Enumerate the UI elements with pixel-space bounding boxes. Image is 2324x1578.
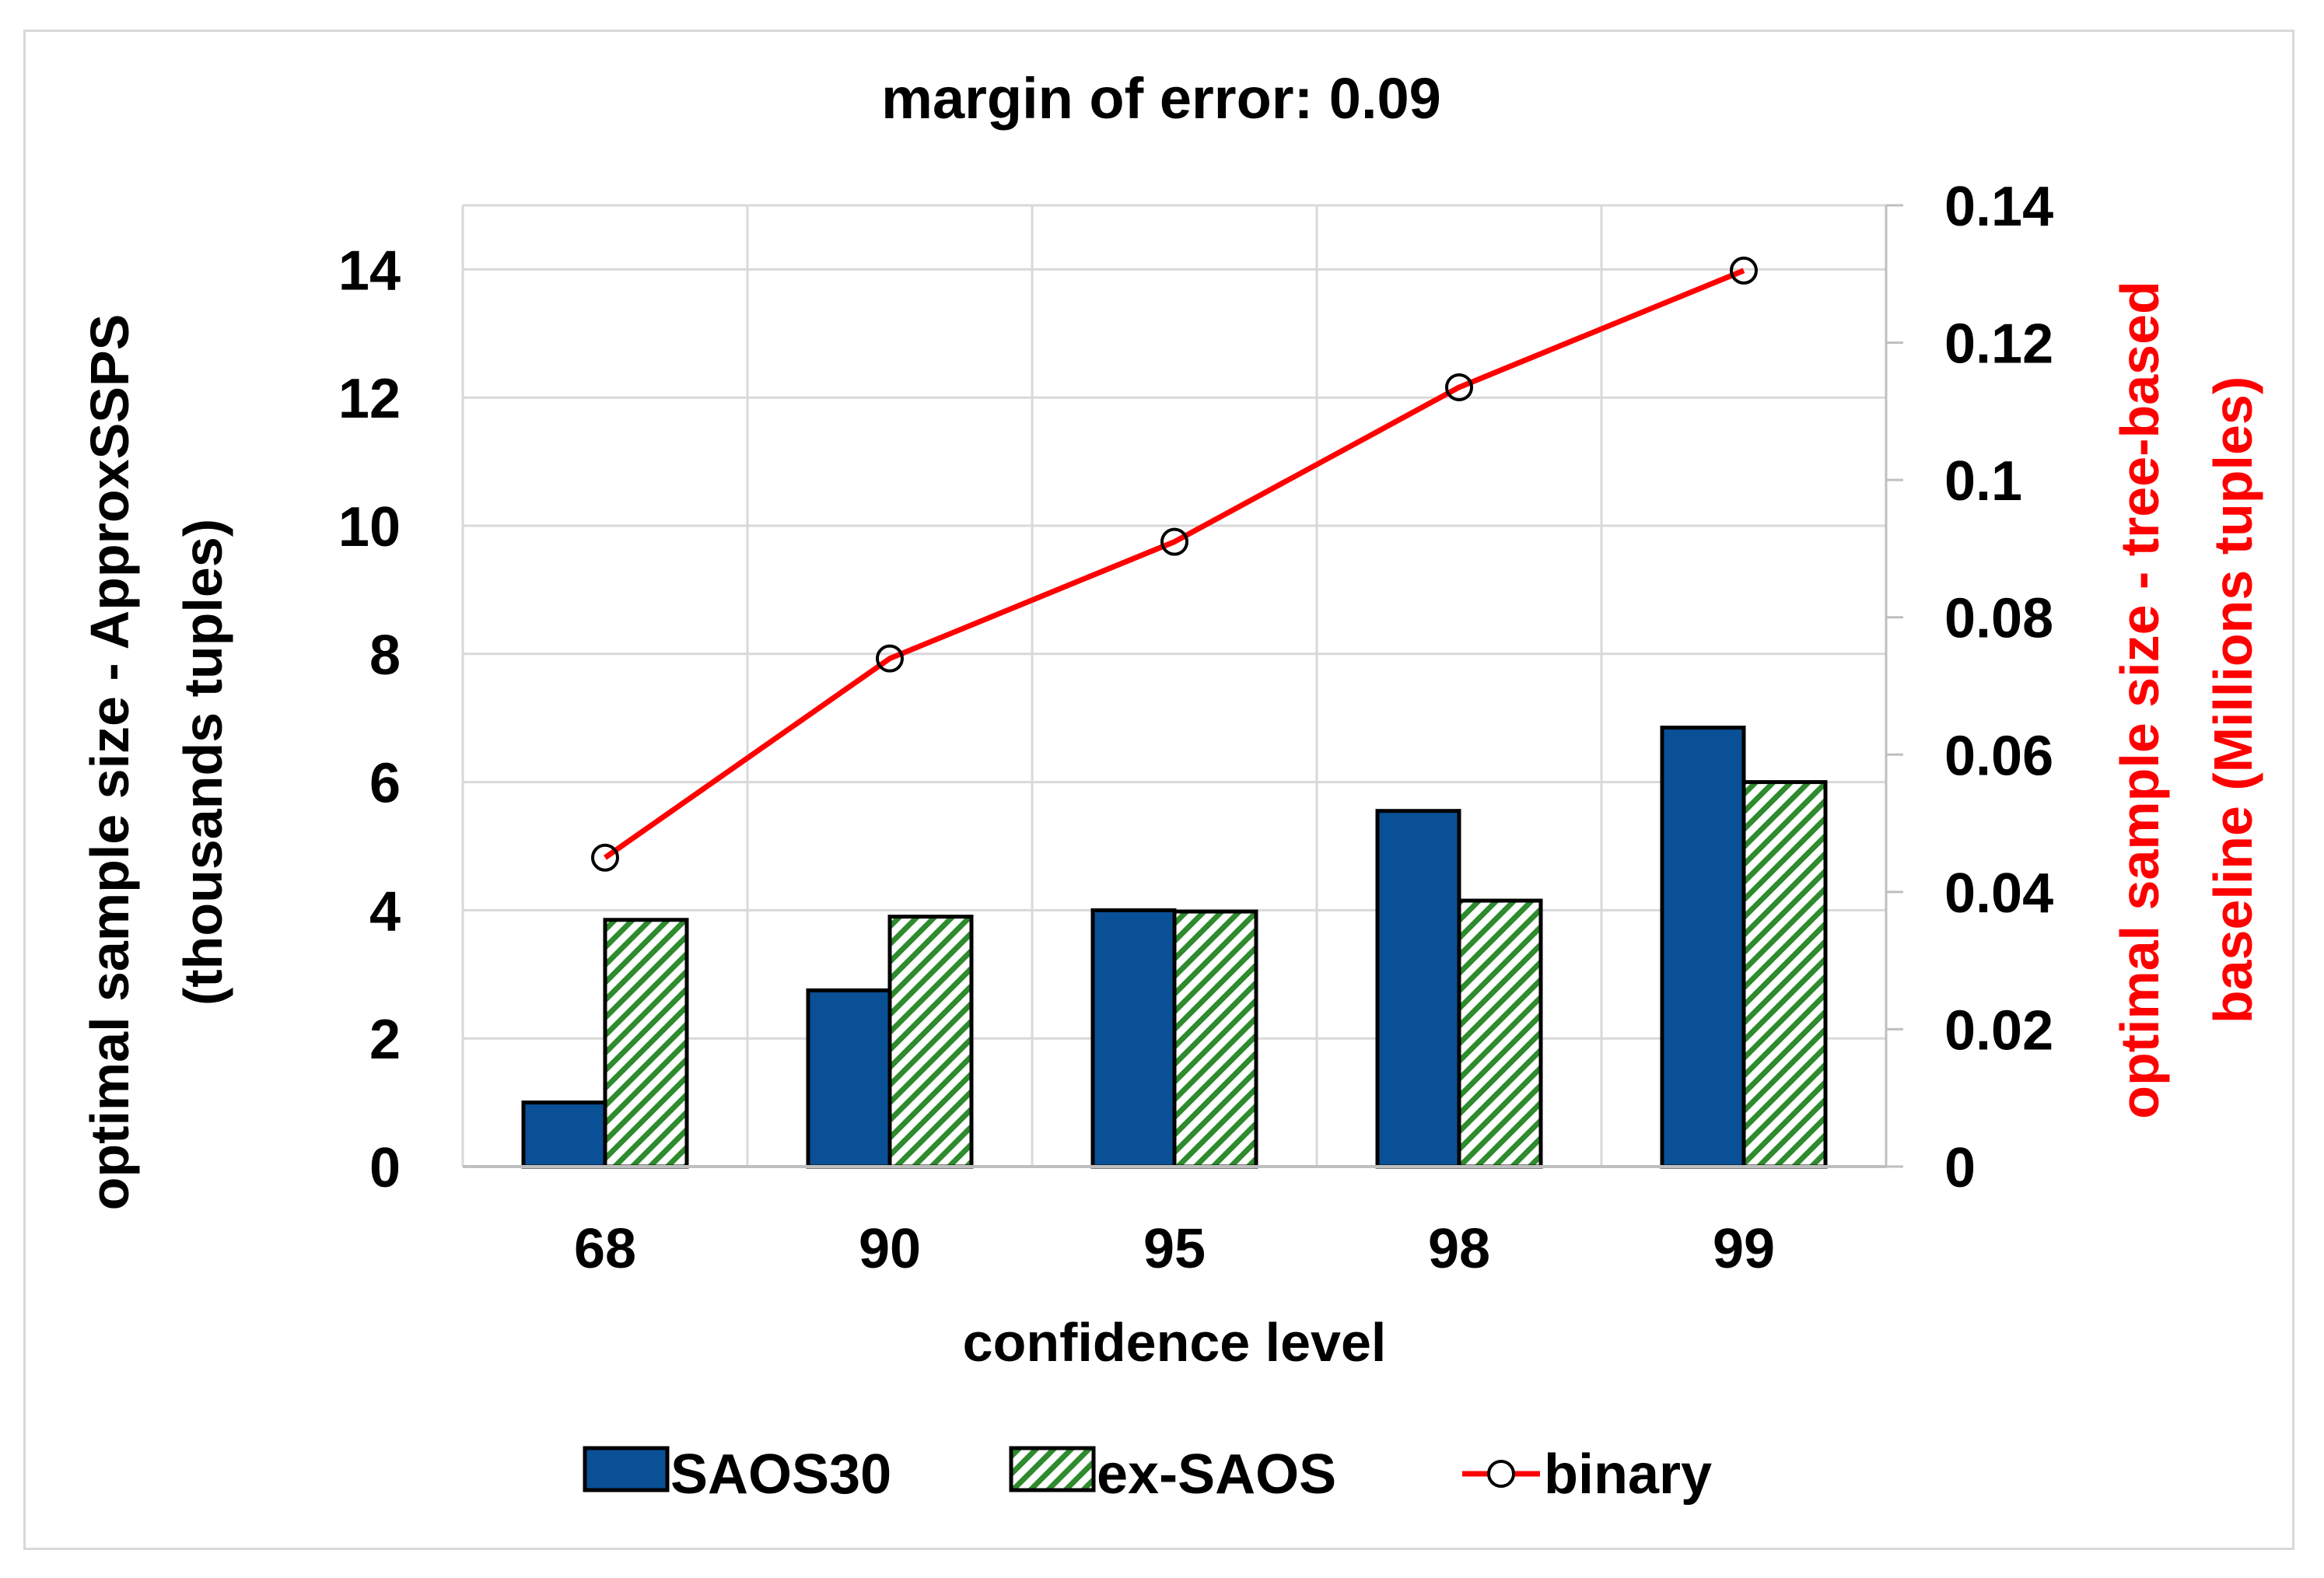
- point-binary-68: [591, 843, 619, 872]
- right-tick-label: 0.12: [1944, 313, 2053, 376]
- point-binary-98: [1445, 373, 1473, 401]
- left-tick-label: 6: [369, 753, 401, 815]
- point-binary-90: [876, 644, 904, 673]
- x-tick-label: 68: [574, 1218, 636, 1280]
- bar-saos30-98: [1375, 809, 1461, 1169]
- bar-ex-saos-98: [1457, 898, 1543, 1169]
- right-axis-label-line2: baseline (Millions tuples): [2203, 376, 2263, 1023]
- legend-marker-binary: [1487, 1460, 1515, 1488]
- x-tick-label: 90: [859, 1218, 921, 1280]
- left-tick-label: 2: [369, 1009, 401, 1071]
- bar-saos30-95: [1090, 908, 1177, 1169]
- left-tick-label: 0: [369, 1137, 401, 1199]
- left-tick-label: 4: [369, 880, 401, 943]
- x-tick-label: 98: [1428, 1218, 1490, 1280]
- right-axis-ticks: 0 0.02 0.04 0.06 0.08 0.1 0.12 0.14: [1885, 176, 2053, 1199]
- x-tick-label: 95: [1143, 1218, 1206, 1280]
- left-axis-label-line1: optimal sample size - ApproxSSPS: [79, 314, 140, 1211]
- chart-title: margin of error: 0.09: [881, 66, 1441, 131]
- right-tick-label: 0.02: [1944, 999, 2053, 1062]
- bar-ex-saos-90: [887, 915, 974, 1169]
- bars: [463, 726, 1886, 1169]
- chart-frame: [23, 30, 2294, 1550]
- right-tick-label: 0.14: [1944, 176, 2053, 238]
- bar-saos30-68: [521, 1100, 607, 1169]
- right-axis-label-line1: optimal sample size - tree-based: [2109, 281, 2170, 1119]
- legend-swatch-saos30: [583, 1446, 670, 1492]
- bar-ex-saos-68: [603, 918, 689, 1169]
- left-tick-label: 10: [338, 496, 401, 558]
- right-tick-label: 0.06: [1944, 725, 2053, 787]
- legend-label-saos30: SAOS30: [670, 1443, 891, 1506]
- bar-saos30-90: [806, 988, 892, 1169]
- left-axis-ticks: 0 2 4 6 8 10 12 14: [338, 240, 401, 1199]
- right-tick-label: 0.08: [1944, 588, 2053, 650]
- left-tick-label: 14: [338, 240, 401, 302]
- right-tick-label: 0.1: [1944, 450, 2022, 513]
- legend-label-binary: binary: [1544, 1443, 1712, 1506]
- line-binary: [603, 268, 1745, 860]
- x-tick-label: 99: [1713, 1218, 1775, 1280]
- x-axis-ticks: 68 90 95 98 99: [574, 1218, 1775, 1280]
- bar-ex-saos-99: [1741, 780, 1828, 1169]
- bar-ex-saos-95: [1172, 909, 1258, 1169]
- point-binary-99: [1730, 256, 1758, 285]
- left-tick-label: 12: [338, 368, 401, 430]
- legend-label-ex-saos: ex-SAOS: [1097, 1443, 1336, 1506]
- right-tick-label: 0: [1944, 1137, 1976, 1199]
- legend: SAOS30 ex-SAOS binary: [583, 1443, 1712, 1506]
- x-axis-label: confidence level: [963, 1312, 1387, 1373]
- left-axis-label-line2: (thousands tuples): [173, 519, 233, 1006]
- binary-line-series: [591, 256, 1758, 872]
- point-binary-95: [1160, 527, 1188, 556]
- right-tick-label: 0.04: [1944, 862, 2053, 925]
- bar-saos30-99: [1660, 726, 1746, 1169]
- legend-swatch-ex-saos: [1009, 1446, 1096, 1492]
- left-tick-label: 8: [369, 625, 401, 687]
